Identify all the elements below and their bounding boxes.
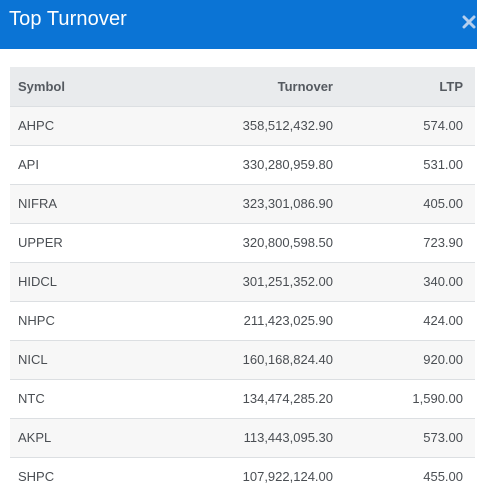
cell-turnover: 323,301,086.90	[242, 196, 333, 211]
cell-ltp: 723.90	[423, 235, 463, 250]
cell-ltp: 573.00	[423, 430, 463, 445]
cell-ltp: 455.00	[423, 469, 463, 485]
close-glyph	[462, 15, 476, 29]
table-row[interactable]: UPPER 320,800,598.50 723.90	[10, 223, 475, 262]
cell-ltp: 574.00	[423, 118, 463, 133]
turnover-table: Symbol Turnover LTP AHPC 358,512,432.90 …	[10, 67, 475, 492]
cell-turnover: 107,922,124.00	[242, 469, 333, 485]
cell-ltp: 1,590.00	[412, 391, 463, 406]
cell-symbol[interactable]: NTC	[18, 391, 45, 406]
cell-symbol[interactable]: SHPC	[18, 469, 55, 485]
cell-symbol[interactable]: API	[18, 157, 39, 172]
table-header-row: Symbol Turnover LTP	[10, 67, 475, 106]
cell-turnover: 211,423,025.90	[243, 313, 333, 328]
cell-symbol[interactable]: NICL	[18, 352, 48, 367]
cell-ltp: 920.00	[423, 352, 463, 367]
cell-turnover: 301,251,352.00	[242, 274, 333, 289]
table-row[interactable]: NIFRA 323,301,086.90 405.00	[10, 184, 475, 223]
table-row[interactable]: NHPC 211,423,025.90 424.00	[10, 301, 475, 340]
cell-symbol[interactable]: UPPER	[18, 235, 63, 250]
cell-ltp: 405.00	[423, 196, 463, 211]
cell-symbol[interactable]: HIDCL	[18, 274, 58, 289]
cell-turnover: 134,474,285.20	[242, 391, 333, 406]
table-row[interactable]: AHPC 358,512,432.90 574.00	[10, 106, 475, 145]
cell-symbol[interactable]: NHPC	[18, 313, 55, 328]
cell-ltp: 531.00	[423, 157, 463, 172]
modal-title: Top Turnover	[9, 8, 127, 30]
cell-turnover: 160,168,824.40	[242, 352, 333, 367]
table-row[interactable]: NICL 160,168,824.40 920.00	[10, 340, 475, 379]
cell-turnover: 358,512,432.90	[242, 118, 333, 133]
cell-turnover: 113,443,095.30	[243, 430, 333, 445]
table-row[interactable]: AKPL 113,443,095.30 573.00	[10, 418, 475, 457]
cell-turnover: 330,280,959.80	[242, 157, 333, 172]
modal-header: Top Turnover	[0, 0, 477, 49]
cell-symbol[interactable]: AHPC	[18, 118, 55, 133]
cell-symbol[interactable]: NIFRA	[18, 196, 57, 211]
turnover-table-container[interactable]: Symbol Turnover LTP AHPC 358,512,432.90 …	[10, 67, 475, 492]
cell-ltp: 424.00	[423, 313, 463, 328]
header-ltp[interactable]: LTP	[439, 78, 463, 94]
close-icon[interactable]	[462, 12, 476, 32]
table-row[interactable]: NTC 134,474,285.20 1,590.00	[10, 379, 475, 418]
cell-turnover: 320,800,598.50	[242, 235, 333, 250]
header-turnover[interactable]: Turnover	[277, 78, 333, 94]
table-row[interactable]: SHPC 107,922,124.00 455.00	[10, 457, 475, 492]
cell-ltp: 340.00	[423, 274, 463, 289]
header-symbol[interactable]: Symbol	[18, 78, 65, 94]
cell-symbol[interactable]: AKPL	[18, 430, 52, 445]
table-row[interactable]: HIDCL 301,251,352.00 340.00	[10, 262, 475, 301]
table-row[interactable]: API 330,280,959.80 531.00	[10, 145, 475, 184]
